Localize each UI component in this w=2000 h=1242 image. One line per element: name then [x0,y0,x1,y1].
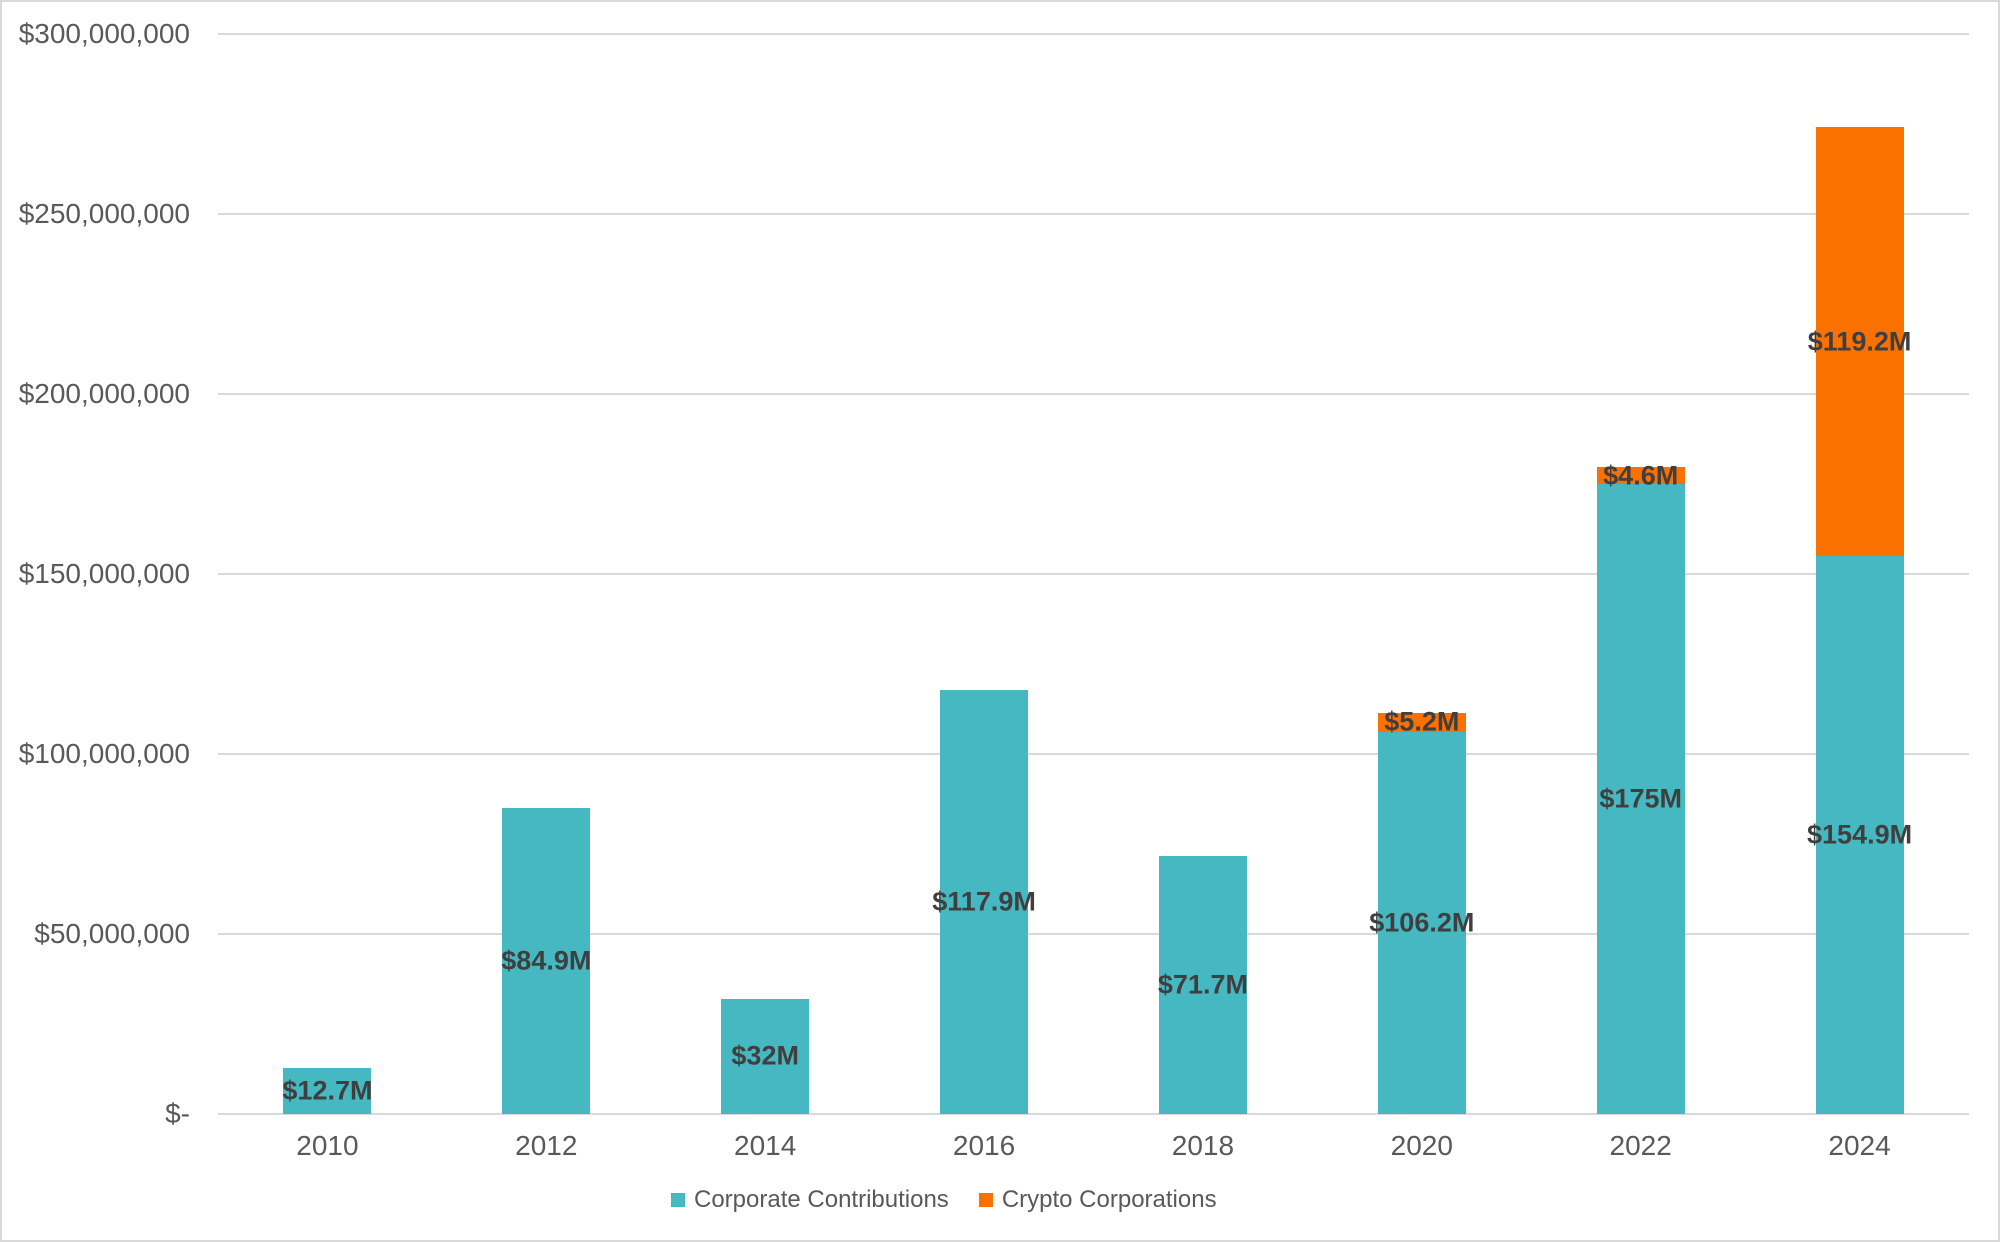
y-axis-tick-label: $200,000,000 [18,378,190,409]
data-label: $84.9M [501,945,592,976]
data-label: $71.7M [1157,969,1248,1000]
data-label: $4.6M [1603,460,1679,491]
data-label: $175M [1599,783,1682,814]
legend-swatch-icon [671,1193,685,1207]
bar-segment-corporate-2016 [940,689,1029,1114]
bar-segment-corporate-2024 [1815,556,1904,1114]
x-axis-tick-label: 2012 [515,1130,578,1161]
legend-label: Crypto Corporations [1001,1186,1217,1213]
y-axis-tick-label: $150,000,000 [18,558,190,589]
data-label: $154.9M [1807,819,1913,850]
bar-segment-corporate-2014 [721,998,810,1114]
legend-item: Crypto Corporations [978,1186,1217,1214]
data-label: $119.2M [1807,326,1912,357]
data-label: $32M [731,1040,799,1071]
bar-segment-crypto-2024 [1815,127,1904,557]
data-label: $5.2M [1384,706,1460,737]
chart-legend: Corporate Contributions Crypto Corporatio… [671,1186,1217,1214]
x-axis-tick-label: 2024 [1828,1130,1891,1161]
x-axis-tick-label: 2016 [952,1130,1016,1161]
data-label: $117.9M [932,886,1036,917]
bar-segment-corporate-2012 [502,808,591,1114]
gridline [218,33,1969,35]
gridline [218,933,1969,935]
gridline [218,1113,1969,1115]
bar-segment-crypto-2020 [1377,712,1466,732]
gridline [218,753,1969,755]
data-label: $106.2M [1369,907,1475,938]
y-axis-tick-label: $50,000,000 [34,918,190,949]
x-axis-tick-label: 2018 [1171,1130,1235,1161]
legend-label: Corporate Contributions [694,1186,949,1213]
bar-segment-crypto-2022 [1596,467,1685,484]
x-axis-tick-label: 2010 [296,1130,359,1161]
gridline [218,213,1969,215]
bar-segment-corporate-2022 [1596,484,1685,1114]
legend-item: Corporate Contributions [671,1186,949,1214]
y-axis-tick-label: $300,000,000 [18,18,190,49]
gridline [218,573,1969,575]
x-axis-tick-label: 2022 [1609,1130,1672,1161]
y-axis-tick-label: $100,000,000 [18,738,190,769]
gridline [218,393,1969,395]
data-label: $12.7M [282,1075,373,1106]
bar-segment-corporate-2018 [1158,855,1247,1114]
legend-swatch-icon [978,1193,993,1207]
y-axis-tick-label: $250,000,000 [18,198,190,229]
bar-segment-corporate-2010 [283,1068,372,1114]
x-axis-tick-label: 2014 [734,1130,797,1161]
x-axis-tick-label: 2020 [1390,1130,1453,1161]
y-axis-tick-label: $- [165,1098,190,1129]
bar-segment-corporate-2020 [1377,731,1466,1114]
